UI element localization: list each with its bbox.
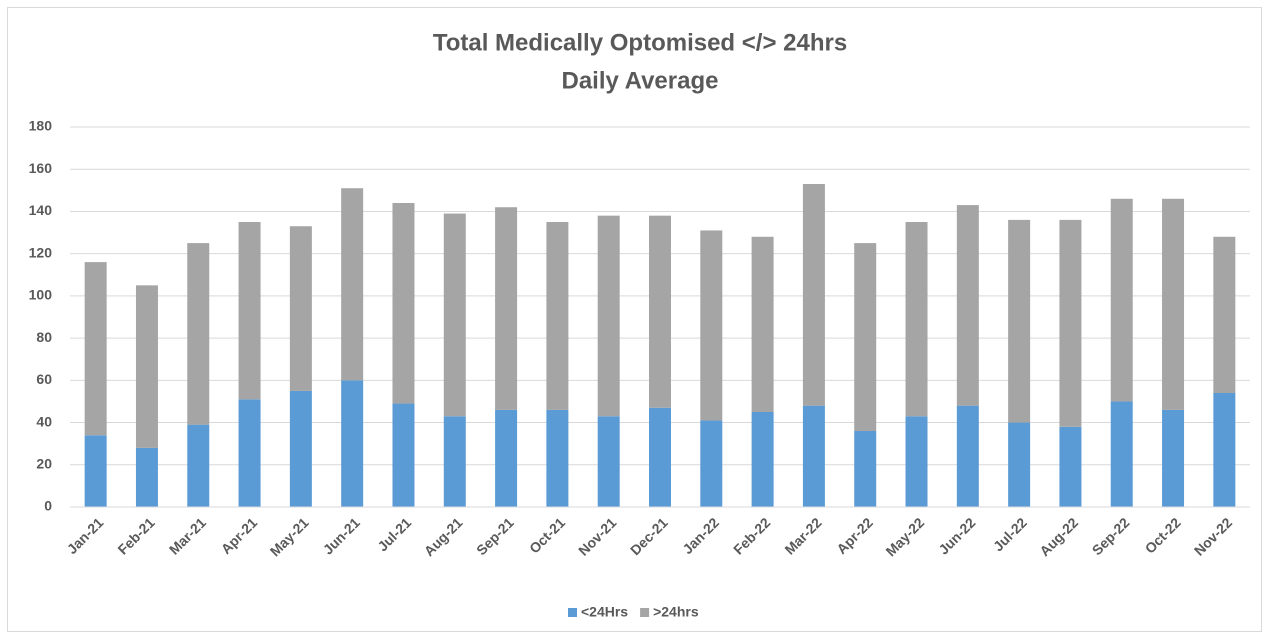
bar-segment [1213,236,1236,393]
bar-segment [546,409,569,507]
bar-segment [1110,401,1133,507]
bar-segment [1110,198,1133,402]
chart-border [7,7,1262,632]
bar-segment [649,215,671,408]
bar-segment [905,222,928,417]
bar-segment [546,222,569,410]
bar-segment [597,215,620,417]
bar-segment [238,399,261,507]
bar-segment [700,230,723,421]
bar-segment [802,184,825,406]
bar-segment [1059,426,1082,507]
chart-subtitle: Daily Average [562,67,719,94]
bar-segment [700,420,723,507]
bar-segment [495,409,518,507]
bar-segment [341,188,364,381]
y-tick-label: 180 [29,118,53,134]
legend-swatch [568,608,577,617]
bar-segment [751,412,774,507]
bar-segment [238,222,261,400]
y-tick-label: 40 [36,413,52,429]
bar-segment [135,285,158,448]
bar-segment [135,447,158,507]
bar-segment [1213,393,1236,507]
bar-segment [956,205,979,406]
bar-segment [1162,198,1185,410]
bar-segment [1008,219,1031,423]
bar-segment [392,403,415,507]
bar-segment [597,416,620,507]
bar-segment [187,424,210,507]
y-tick-label: 80 [36,329,52,345]
bar-segment [802,405,825,507]
bar-segment [443,213,466,417]
y-tick-label: 20 [36,455,52,471]
bar-segment [289,226,312,391]
bar-segment [854,243,877,431]
y-tick-label: 100 [29,287,53,303]
bar-segment [84,435,107,507]
legend-label: >24hrs [653,604,699,620]
bar-segment [905,416,928,507]
y-tick-label: 140 [29,202,53,218]
bar-segment [289,390,312,507]
bar-segment [751,236,774,412]
y-tick-label: 160 [29,160,53,176]
legend-label: <24Hrs [581,604,628,620]
bar-segment [1059,219,1082,427]
bar-segment [341,380,364,507]
y-tick-label: 120 [29,244,53,260]
y-tick-label: 0 [44,498,52,514]
bar-segment [84,262,107,436]
y-tick-label: 60 [36,371,52,387]
bar-segment [187,243,210,425]
bar-segment [649,407,671,507]
bar-segment [1008,422,1031,507]
bar-segment [854,431,877,507]
bar-segment [443,416,466,507]
chart-title: Total Medically Optomised </> 24hrs [433,29,847,56]
bar-segment [495,207,518,410]
bar-segment [1162,409,1185,507]
bar-segment [392,203,415,404]
legend-swatch [640,608,650,617]
bar-segment [956,405,979,507]
